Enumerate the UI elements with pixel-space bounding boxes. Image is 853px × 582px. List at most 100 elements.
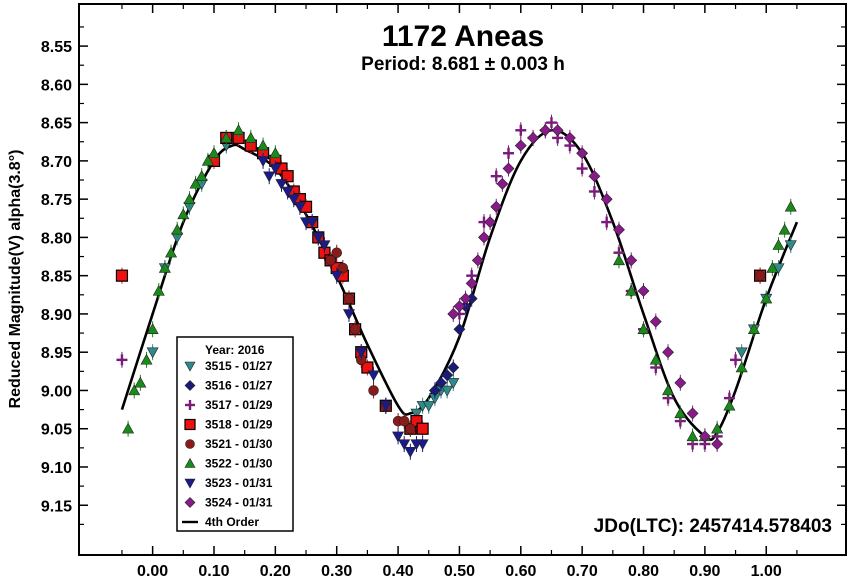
chart-title: 1172 Aneas — [382, 20, 544, 53]
x-tick-label: 0.00 — [137, 563, 168, 580]
data-point — [563, 131, 576, 144]
data-point — [183, 193, 196, 204]
y-tick-label: 8.60 — [41, 77, 72, 94]
data-point — [527, 131, 539, 144]
data-point — [453, 300, 466, 313]
y-tick-label: 8.65 — [41, 116, 72, 133]
x-tick-label: 0.80 — [628, 563, 659, 580]
legend-entry-label: 3522 - 01/30 — [205, 457, 273, 471]
data-point — [662, 384, 675, 396]
data-point — [269, 147, 282, 158]
data-point — [784, 240, 797, 252]
data-point — [177, 208, 190, 220]
legend: Year: 2016 3515 - 01/27 3516 - 01/27 3517 … — [176, 336, 294, 532]
data-point — [392, 431, 405, 443]
data-point — [232, 124, 245, 135]
legend-marker — [185, 400, 195, 410]
data-point — [306, 217, 319, 229]
data-point — [686, 430, 699, 442]
y-tick-label: 9.15 — [41, 498, 72, 515]
data-point — [613, 223, 625, 236]
x-tick-label: 0.20 — [260, 563, 291, 580]
data-point — [441, 385, 454, 397]
legend-marker — [184, 380, 196, 391]
data-point — [122, 422, 135, 434]
data-point — [766, 261, 779, 273]
data-point — [195, 170, 208, 181]
data-point — [116, 354, 128, 366]
y-tick-label: 8.85 — [41, 269, 72, 286]
data-point — [459, 292, 472, 305]
y-tick-label: 8.90 — [41, 307, 72, 324]
data-point — [625, 284, 638, 296]
data-point — [637, 323, 650, 334]
series-3522 — [122, 122, 797, 445]
data-point — [342, 309, 355, 321]
data-point — [490, 200, 503, 213]
legend-entry-label: 3524 - 01/31 — [205, 496, 273, 510]
legend-entry-label: 3523 - 01/31 — [205, 476, 273, 490]
data-point — [754, 270, 766, 281]
data-point — [576, 163, 588, 175]
series-3524 — [447, 122, 724, 453]
data-point — [674, 407, 687, 419]
data-point — [471, 254, 484, 267]
data-point — [760, 292, 773, 304]
legend-marker — [184, 497, 196, 508]
data-point — [257, 139, 270, 151]
data-point — [134, 376, 147, 388]
data-point — [269, 163, 282, 175]
data-point — [588, 185, 600, 197]
data-point — [416, 439, 429, 451]
y-axis-label: Reduced Magnitude(V) alpha(3.8°) — [7, 150, 24, 409]
data-point — [152, 284, 165, 296]
data-point — [355, 347, 368, 359]
data-point — [146, 323, 159, 334]
data-point — [189, 177, 202, 189]
data-points-layer — [115, 114, 797, 460]
x-tick-label: 0.10 — [198, 563, 229, 580]
data-point — [435, 376, 447, 389]
legend-entry-label: 3515 - 01/27 — [205, 359, 273, 373]
jd-annotation: JDo(LTC): 2457414.578403 — [594, 516, 832, 537]
y-tick-label: 8.55 — [41, 39, 72, 56]
data-point — [220, 131, 233, 143]
data-point — [337, 262, 349, 274]
chart-subtitle: Period: 8.681 ± 0.003 h — [361, 54, 565, 75]
data-point — [422, 401, 435, 412]
data-point — [576, 147, 589, 160]
legend-marker — [184, 418, 196, 431]
y-tick-label: 9.05 — [41, 422, 72, 439]
data-point — [275, 179, 288, 190]
data-point — [428, 384, 441, 397]
data-point — [490, 170, 502, 182]
y-tick-label: 8.80 — [41, 230, 72, 247]
data-point — [515, 124, 527, 136]
data-point — [612, 254, 625, 266]
x-tick-label: 0.60 — [505, 563, 536, 580]
data-point — [496, 177, 509, 190]
plot-area-frame — [78, 3, 847, 556]
y-tick-label: 9.10 — [41, 460, 72, 477]
data-point — [281, 170, 294, 183]
data-point — [625, 254, 638, 267]
data-point — [410, 414, 423, 428]
data-point — [711, 438, 724, 450]
data-point — [398, 439, 411, 451]
data-point — [367, 370, 380, 382]
y-tick-label: 8.95 — [41, 345, 72, 362]
data-point — [600, 193, 613, 206]
data-point — [115, 269, 129, 282]
data-point — [649, 315, 662, 328]
x-tick-label: 0.70 — [567, 563, 598, 580]
legend-box — [176, 336, 294, 532]
data-point — [447, 378, 460, 389]
y-tick-label: 8.70 — [41, 154, 72, 171]
data-point — [416, 422, 429, 435]
data-point — [165, 246, 178, 258]
data-point — [140, 353, 153, 365]
y-tick-label: 8.75 — [41, 192, 72, 209]
data-point — [637, 285, 650, 297]
data-point — [674, 376, 687, 389]
